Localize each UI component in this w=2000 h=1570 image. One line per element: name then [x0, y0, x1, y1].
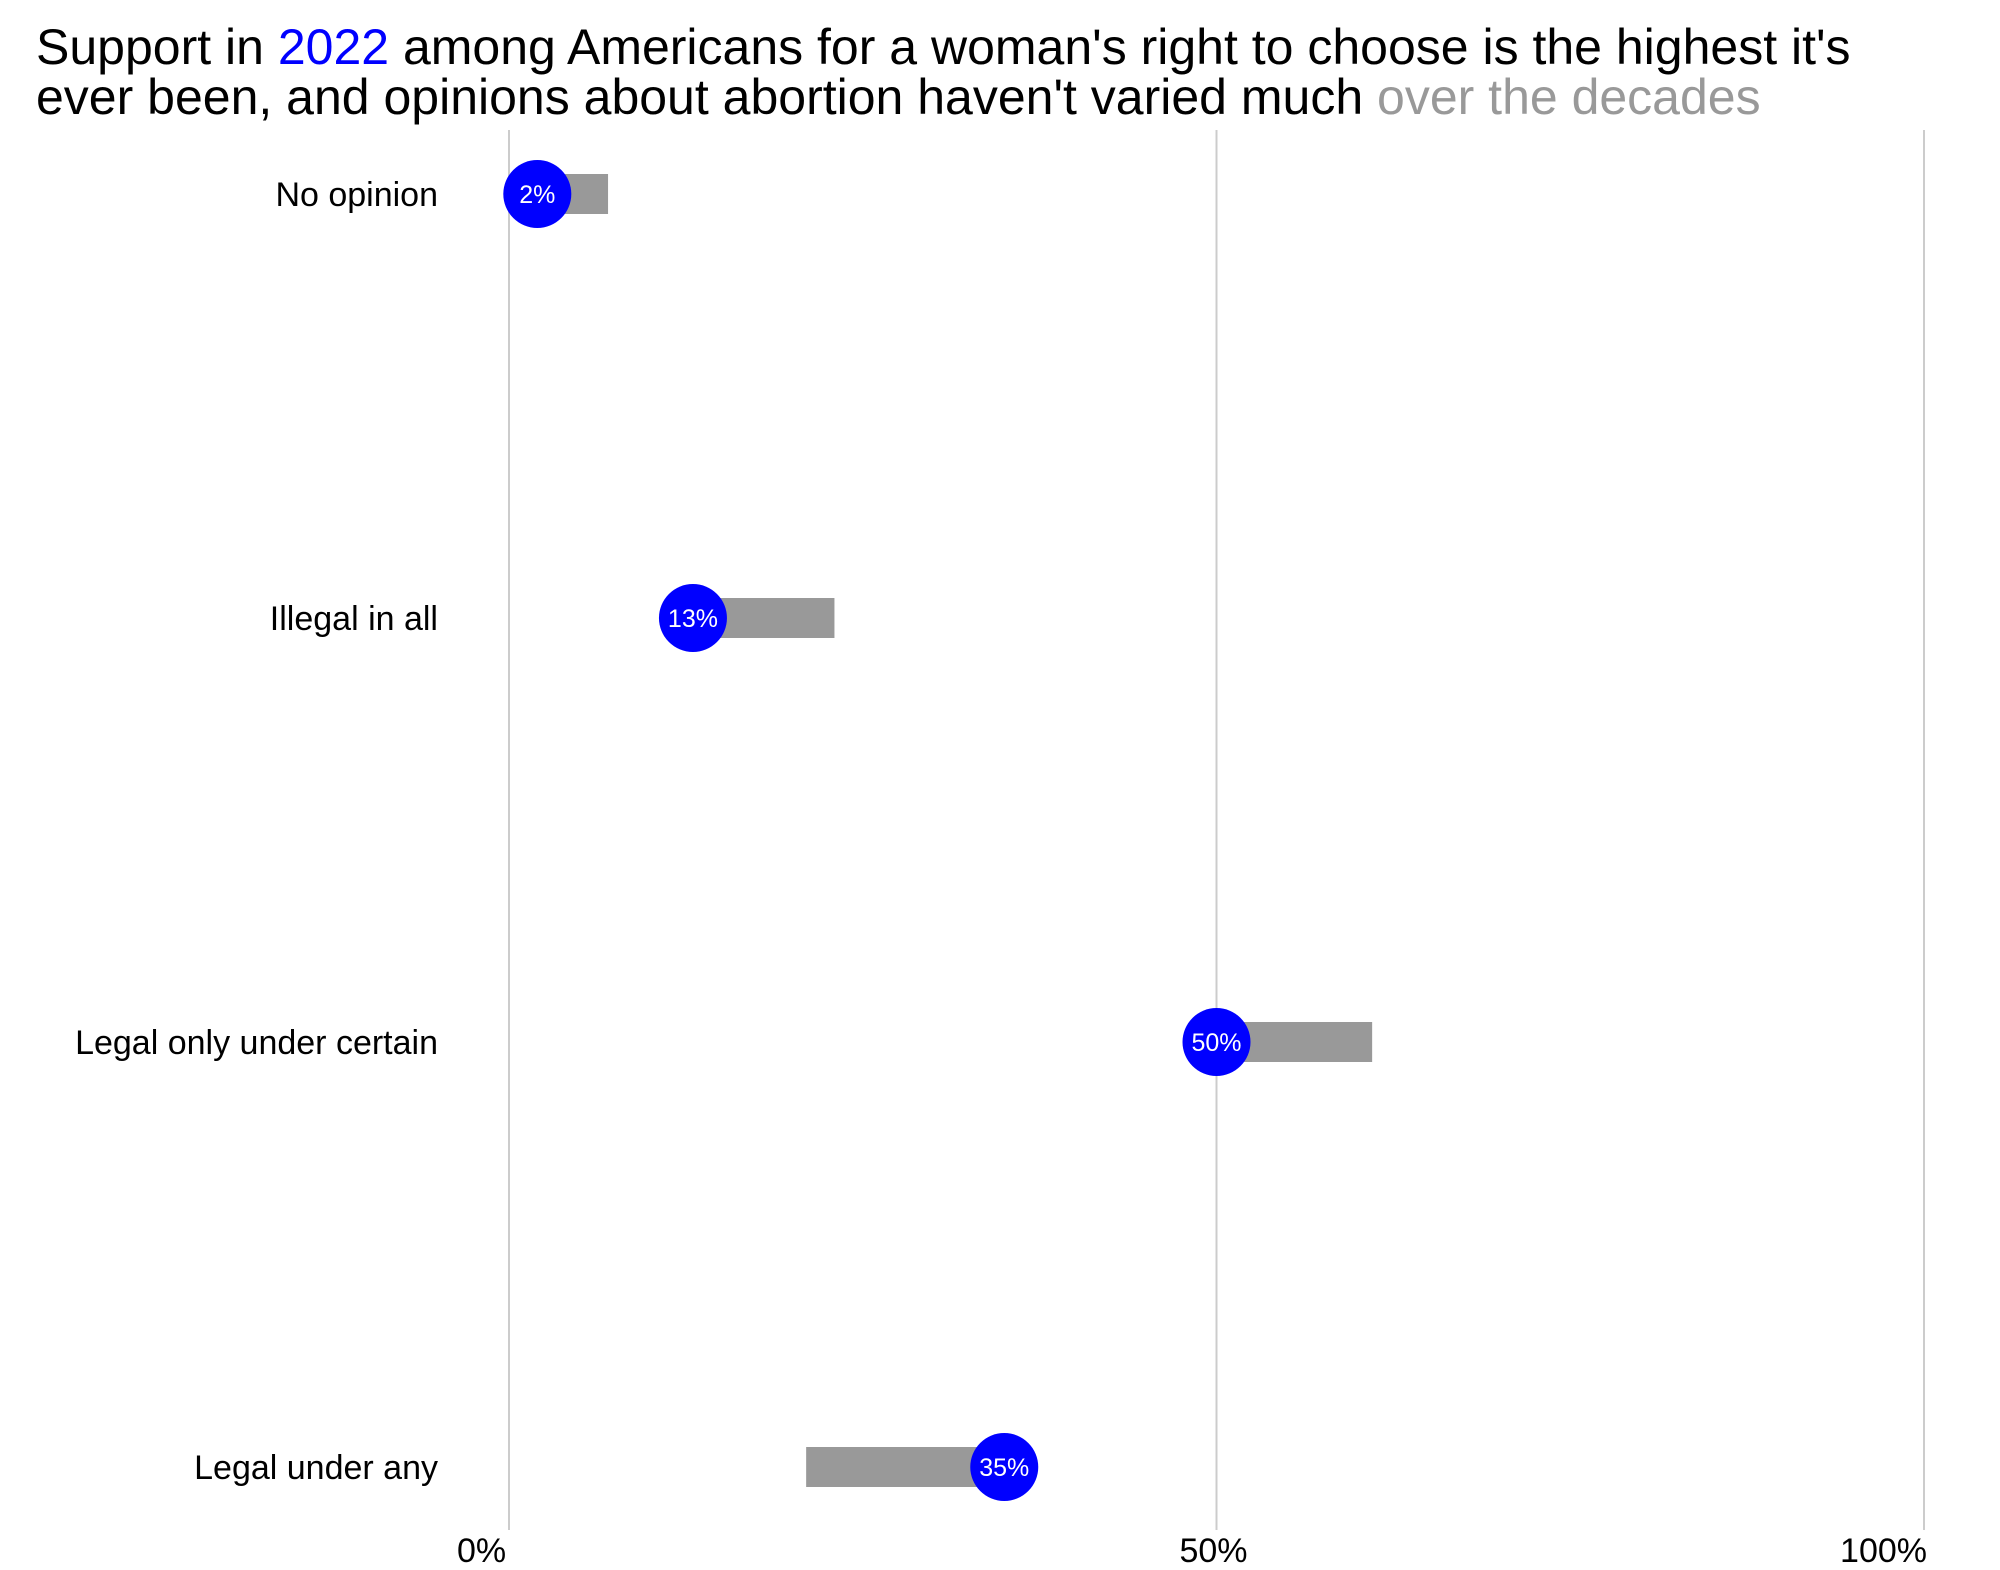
x-tick-label-0: 0%	[457, 1532, 506, 1570]
data-label-3: 35%	[979, 1454, 1029, 1482]
x-tick-label-2: 100%	[1840, 1532, 1927, 1570]
category-label-1: Illegal in all	[270, 600, 438, 638]
x-tick-label-1: 50%	[1179, 1532, 1247, 1570]
category-label-0: No opinion	[275, 176, 438, 214]
data-label-1: 13%	[668, 605, 718, 633]
data-label-2: 50%	[1191, 1029, 1241, 1057]
data-label-0: 2%	[519, 181, 555, 209]
category-label-3: Legal under any	[194, 1449, 438, 1487]
category-label-2: Legal only under certain	[75, 1024, 438, 1062]
